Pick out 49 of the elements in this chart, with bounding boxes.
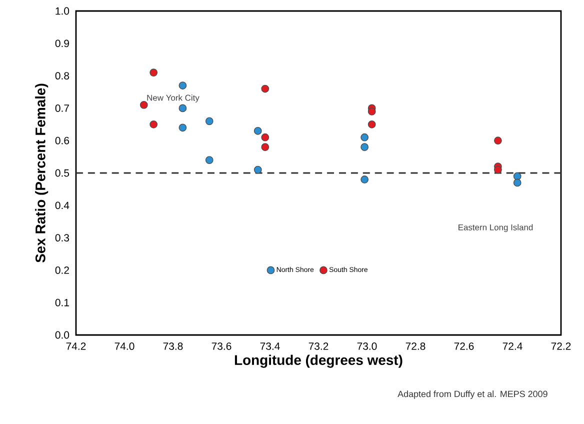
point	[140, 101, 148, 109]
x-tick-label: 72.8	[406, 342, 426, 350]
y-axis-title: Sex Ratio (Percent Female)	[35, 84, 48, 263]
point	[261, 143, 270, 152]
y-tick-label: 0.0	[55, 331, 70, 339]
y-tick-label: 0.9	[55, 40, 69, 48]
point	[368, 108, 376, 116]
x-tick-label: 73.6	[212, 342, 232, 350]
y-tick-label: 0.7	[55, 104, 69, 112]
point	[494, 136, 502, 145]
x-tick-label: 73.2	[308, 342, 328, 350]
y-tick-label: 0.1	[55, 298, 69, 306]
point	[254, 126, 262, 135]
y-tick-label: 0.5	[55, 169, 70, 177]
x-tick-label: 73.4	[260, 342, 280, 350]
point	[150, 120, 158, 128]
point	[178, 124, 187, 132]
point	[360, 176, 369, 184]
x-tick-label: 72.2	[551, 342, 571, 350]
point	[513, 178, 522, 187]
point	[205, 156, 214, 164]
point	[261, 133, 270, 142]
x-tick-label: 73.8	[163, 342, 183, 350]
point	[360, 143, 369, 152]
point	[513, 172, 522, 180]
y-tick-label: 0.4	[55, 202, 70, 210]
y-tick-label: 0.6	[55, 136, 70, 144]
x-axis-title: Longitude (degrees west)	[234, 354, 402, 368]
text: Adapted from Duffy et al. MEPS 2009	[398, 390, 548, 399]
point	[360, 133, 369, 142]
point	[150, 68, 158, 76]
point	[254, 166, 262, 174]
annotation: Eastern Long Island	[458, 224, 533, 232]
y-tick-label: 0.3	[55, 234, 70, 242]
y-tick-label: 0.8	[55, 72, 70, 80]
x-tick-label: 74.0	[114, 342, 134, 350]
point	[494, 166, 502, 174]
point	[178, 104, 187, 112]
point	[205, 117, 214, 126]
x-tick-label: 73.0	[357, 342, 377, 350]
x-tick-label: 74.2	[66, 342, 86, 350]
y-tick-label: 1.0	[56, 7, 70, 15]
x-tick-label: 72.4	[502, 342, 522, 350]
point	[368, 120, 376, 128]
annotation: New York City	[147, 94, 200, 102]
point	[261, 84, 270, 93]
y-tick-label: 0.2	[55, 266, 69, 274]
x-tick-label: 72.6	[454, 342, 474, 350]
point	[178, 82, 187, 90]
